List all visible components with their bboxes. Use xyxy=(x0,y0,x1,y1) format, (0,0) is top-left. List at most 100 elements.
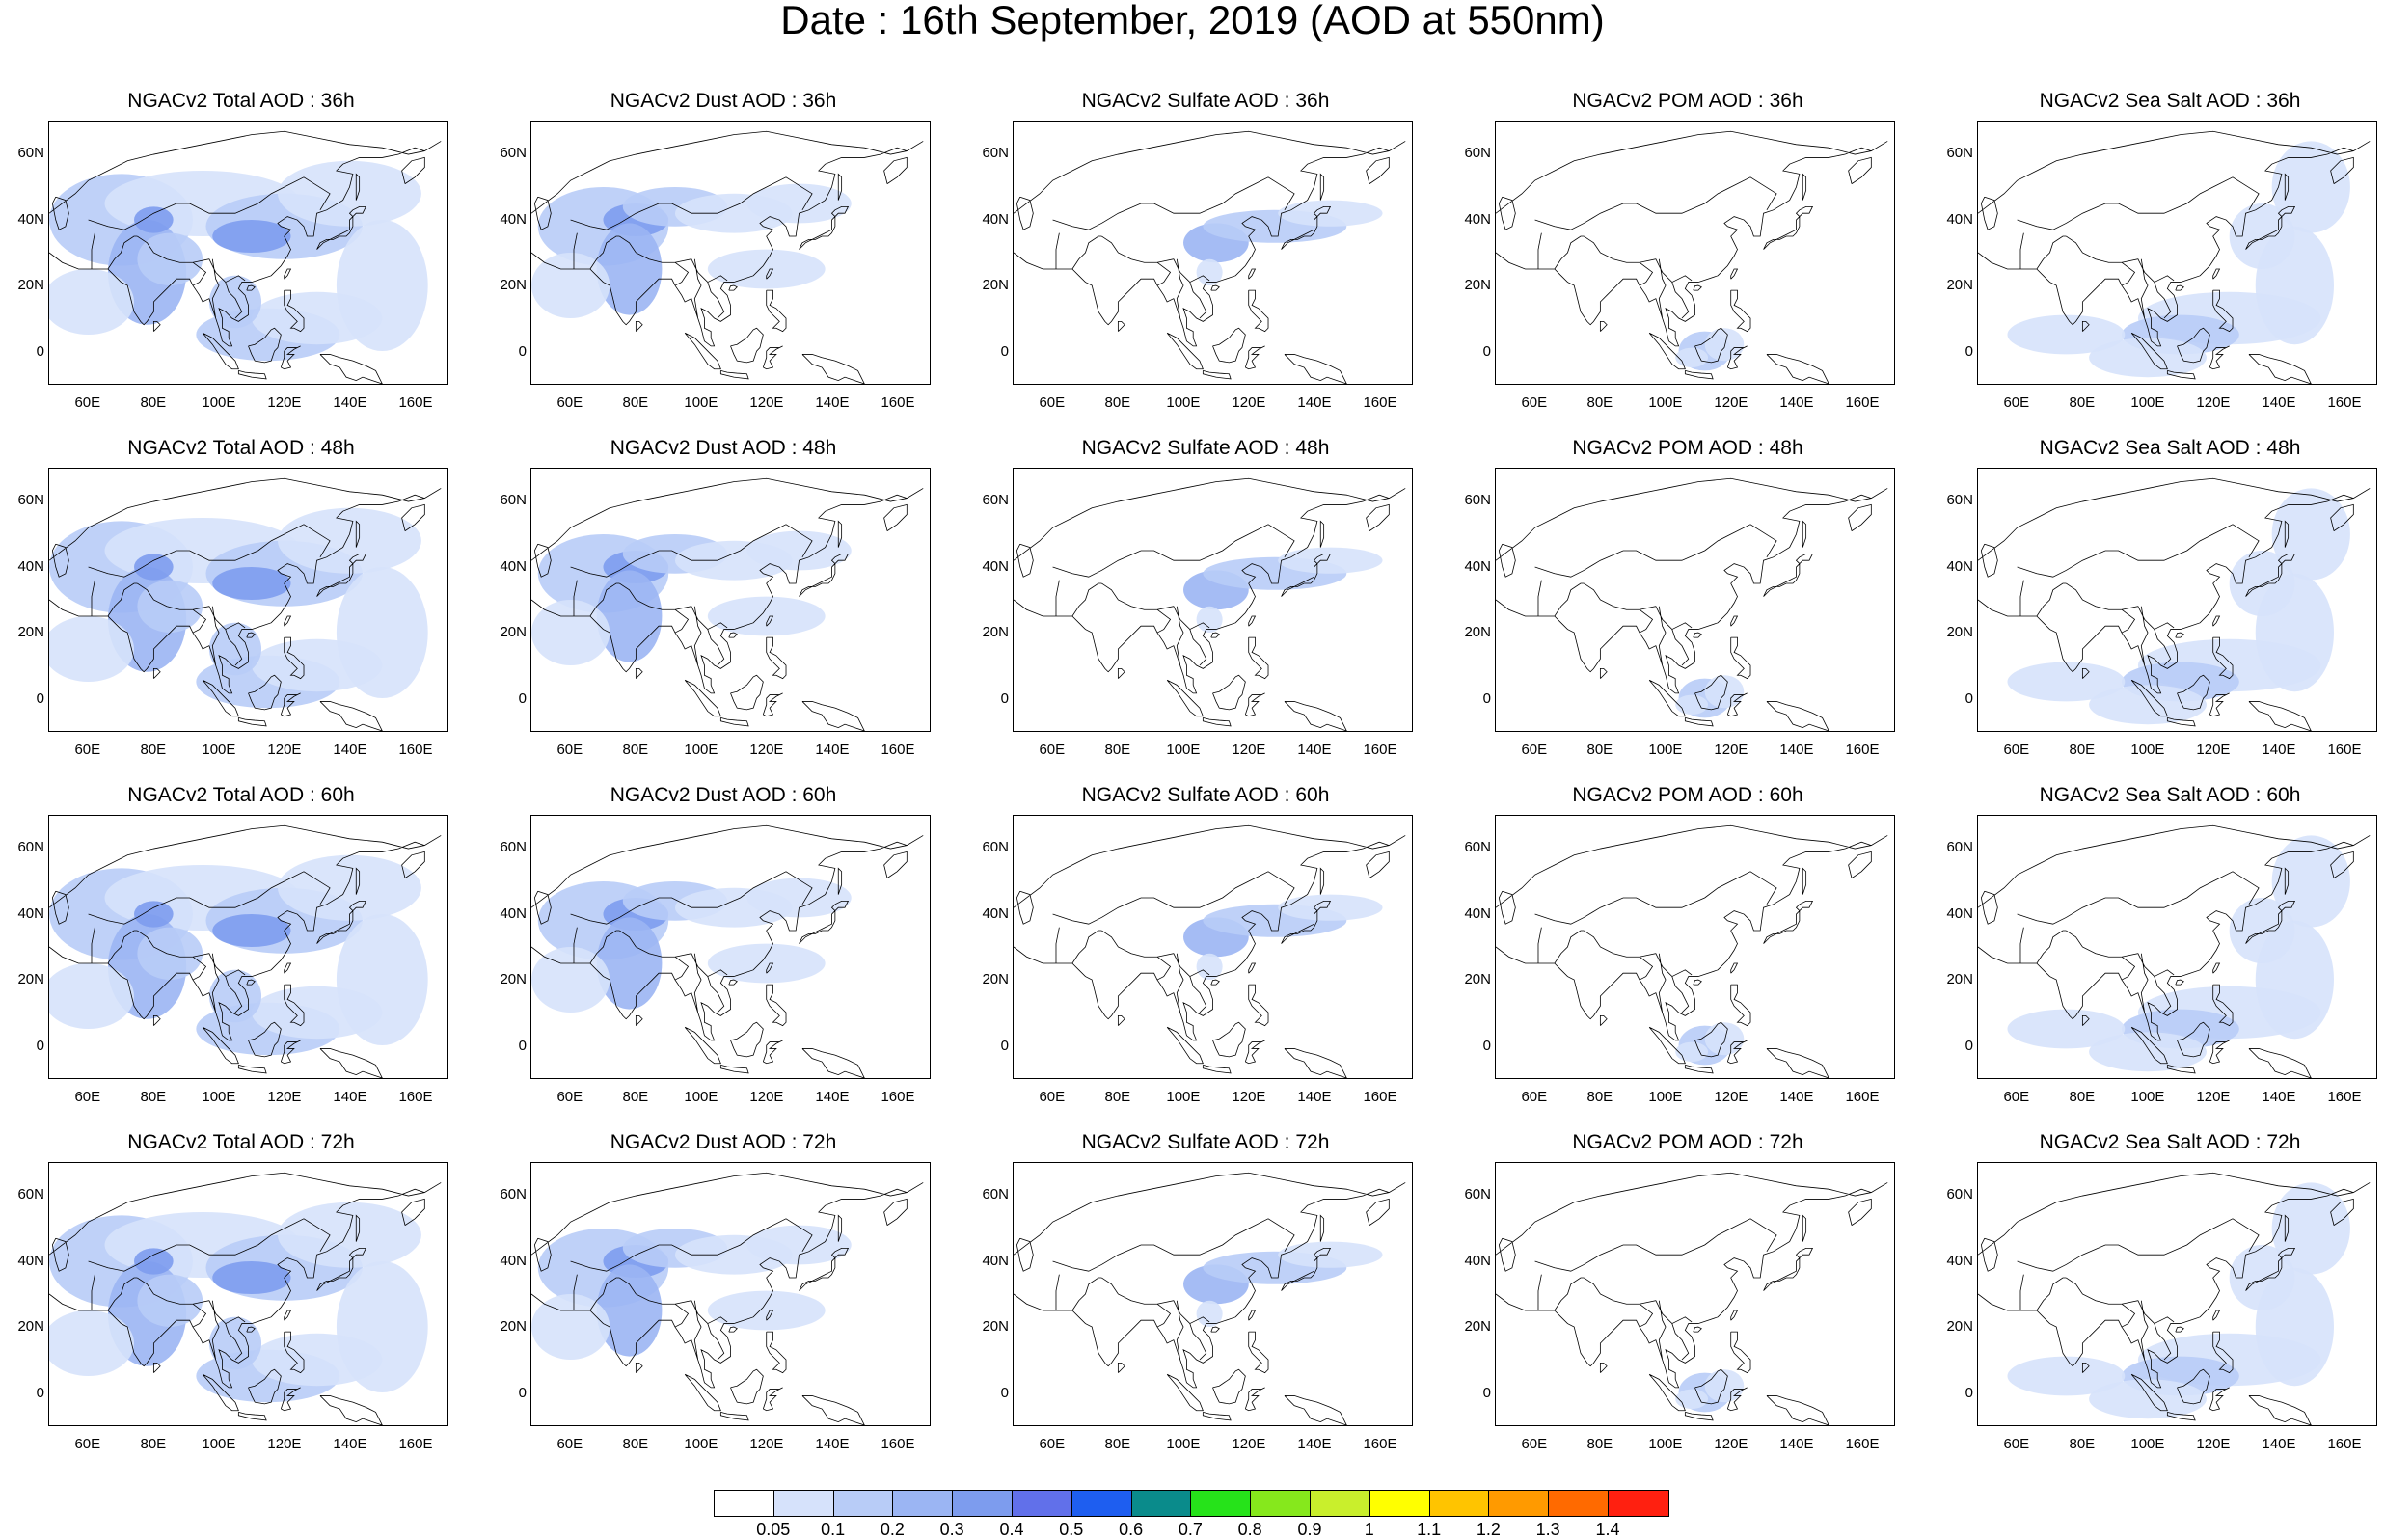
coastline xyxy=(1978,824,2371,1078)
y-tick-label: 40N xyxy=(1946,1252,1973,1269)
coastline xyxy=(531,1172,924,1425)
map-panel: NGACv2 Dust AOD : 60h 60N 40N 20N 0 60E 80E 100… xyxy=(482,781,964,1121)
map-frame xyxy=(48,815,448,1079)
map-panel: NGACv2 Sulfate AOD : 60h 60N 40N 20N 0 60E 80E… xyxy=(964,781,1447,1121)
y-axis-labels: 60N 40N 20N 0 xyxy=(482,1162,527,1426)
coastline xyxy=(49,477,442,731)
y-tick-label: 0 xyxy=(1482,1384,1491,1401)
x-axis-labels: 60E 80E 100E 120E 140E 160E xyxy=(1013,735,1413,758)
y-tick-label: 60N xyxy=(1946,839,1973,856)
aod-plume xyxy=(251,291,383,345)
y-tick-label: 0 xyxy=(1000,342,1009,360)
x-tick-label: 80E xyxy=(2069,1089,2096,1105)
x-tick-label: 160E xyxy=(1363,1436,1397,1452)
x-tick-label: 160E xyxy=(1363,394,1397,411)
aod-plume xyxy=(137,232,203,285)
y-tick-label: 40N xyxy=(1946,905,1973,922)
y-tick-label: 20N xyxy=(500,1318,527,1336)
map-frame xyxy=(530,121,931,385)
aod-map xyxy=(1978,824,2371,1078)
map-panel: NGACv2 POM AOD : 72h 60N 40N 20N 0 60E 80E 100E… xyxy=(1447,1128,1929,1468)
map-panel: NGACv2 Dust AOD : 36h 60N 40N 20N 0 60E 80E 100… xyxy=(482,87,964,426)
x-tick-label: 140E xyxy=(1297,1436,1332,1452)
map-frame xyxy=(48,121,448,385)
aod-plume xyxy=(277,854,421,921)
colorbar-swatch xyxy=(715,1491,774,1516)
x-tick-label: 60E xyxy=(1039,394,1066,411)
panel-title: NGACv2 Sea Salt AOD : 72h xyxy=(2039,1131,2301,1153)
x-tick-label: 160E xyxy=(881,1089,915,1105)
map-frame xyxy=(1977,815,2377,1079)
colorbar-swatch xyxy=(1310,1491,1370,1516)
x-tick-label: 100E xyxy=(2130,1089,2165,1105)
aod-plume xyxy=(1278,200,1383,227)
x-tick-label: 60E xyxy=(1039,1089,1066,1105)
y-axis-labels: 60N 40N 20N 0 xyxy=(1929,121,1973,385)
y-tick-label: 0 xyxy=(518,1384,527,1401)
x-tick-label: 80E xyxy=(140,1089,167,1105)
x-tick-label: 80E xyxy=(622,1089,649,1105)
x-tick-label: 160E xyxy=(881,742,915,758)
aod-plume xyxy=(251,638,383,692)
x-axis-labels: 60E 80E 100E 120E 140E 160E xyxy=(48,735,448,758)
colorbar-swatch xyxy=(773,1491,834,1516)
x-axis-labels: 60E 80E 100E 120E 140E 160E xyxy=(1013,1429,1413,1452)
coastline xyxy=(1496,1172,1888,1425)
colorbar-label: 1.1 xyxy=(1417,1520,1442,1539)
aod-plume xyxy=(134,554,174,581)
map-panel: NGACv2 Sulfate AOD : 72h 60N 40N 20N 0 60E 80E… xyxy=(964,1128,1447,1468)
map-frame xyxy=(1495,1162,1895,1426)
y-tick-label: 20N xyxy=(17,971,44,988)
colorbar-swatch xyxy=(893,1491,954,1516)
aod-plume xyxy=(251,986,383,1040)
x-tick-label: 60E xyxy=(2003,394,2030,411)
aod-map xyxy=(1014,1172,1406,1425)
x-tick-label: 80E xyxy=(1104,394,1131,411)
y-tick-label: 60N xyxy=(1946,492,1973,509)
x-tick-label: 120E xyxy=(2196,1436,2231,1452)
x-tick-label: 160E xyxy=(2327,394,2362,411)
aod-plume xyxy=(1704,675,1745,709)
colorbar-swatch xyxy=(1369,1491,1430,1516)
x-tick-label: 160E xyxy=(398,394,433,411)
x-tick-label: 100E xyxy=(1648,1089,1683,1105)
coastline xyxy=(1978,130,2371,384)
x-tick-label: 120E xyxy=(1714,1089,1748,1105)
map-panel: NGACv2 Total AOD : 72h 60N 40N 20N 0 60E 80E 10… xyxy=(0,1128,482,1468)
x-tick-label: 60E xyxy=(1521,1089,1548,1105)
aod-map xyxy=(1496,1172,1888,1425)
aod-plume xyxy=(212,1261,291,1294)
y-tick-label: 60N xyxy=(982,839,1009,856)
y-tick-label: 60N xyxy=(1946,145,1973,162)
x-tick-label: 60E xyxy=(1521,1436,1548,1452)
y-axis-labels: 60N 40N 20N 0 xyxy=(482,121,527,385)
map-panel: NGACv2 Total AOD : 60h 60N 40N 20N 0 60E 80E 10… xyxy=(0,781,482,1121)
aod-plume xyxy=(1196,606,1223,633)
colorbar-label: 1.4 xyxy=(1595,1520,1620,1539)
colorbar-label: 0.6 xyxy=(1119,1520,1144,1539)
x-tick-label: 60E xyxy=(1039,742,1066,758)
coastline xyxy=(1014,130,1406,384)
x-tick-label: 80E xyxy=(1104,1436,1131,1452)
panel-title: NGACv2 POM AOD : 36h xyxy=(1572,90,1803,112)
coastline xyxy=(1496,130,1888,384)
aod-plume xyxy=(1704,328,1745,362)
aod-plume xyxy=(49,963,135,1029)
aod-map xyxy=(1496,130,1888,384)
x-tick-label: 60E xyxy=(2003,1436,2030,1452)
x-tick-label: 160E xyxy=(2327,1436,2362,1452)
x-tick-label: 80E xyxy=(622,1436,649,1452)
y-axis-labels: 60N 40N 20N 0 xyxy=(964,121,1009,385)
x-tick-label: 100E xyxy=(202,1089,236,1105)
colorbar-labels: 0.05 0.1 0.2 0.3 0.4 0.5 0.6 0.7 0.8 0.9 1 1.1 1.2 1.… xyxy=(714,1521,1668,1540)
panel-title: NGACv2 Total AOD : 60h xyxy=(127,784,355,806)
y-tick-label: 60N xyxy=(17,839,44,856)
aod-plume xyxy=(2089,685,2207,725)
colorbar-swatch xyxy=(1251,1491,1311,1516)
y-tick-label: 40N xyxy=(982,557,1009,575)
x-tick-label: 120E xyxy=(2196,1089,2231,1105)
colorbar-label: 1.2 xyxy=(1476,1520,1501,1539)
x-tick-label: 120E xyxy=(2196,742,2231,758)
y-tick-label: 0 xyxy=(1482,689,1491,707)
x-tick-label: 60E xyxy=(1039,1436,1066,1452)
